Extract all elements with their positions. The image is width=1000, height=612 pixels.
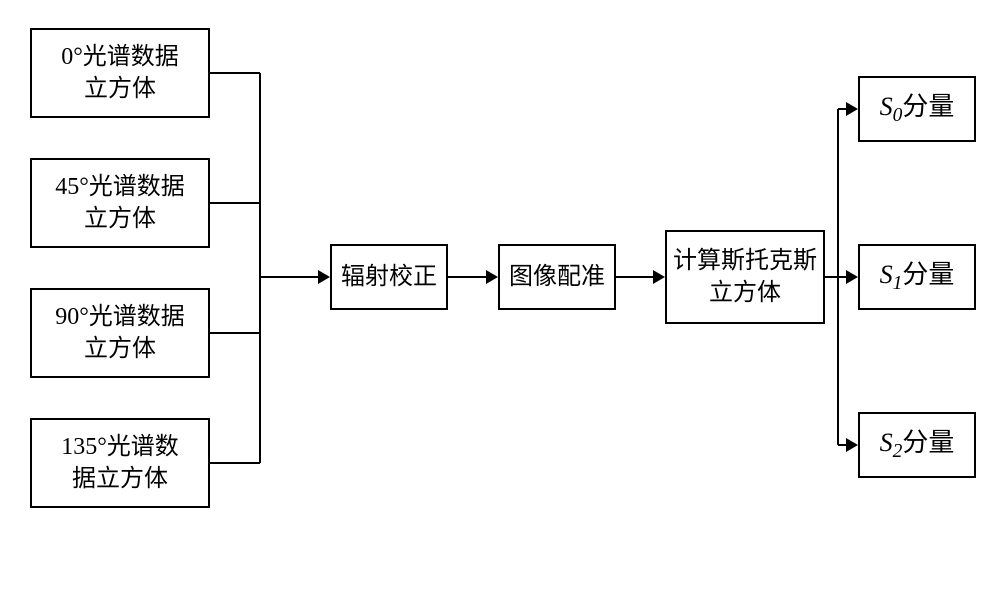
- node-s2-label: S2分量: [880, 425, 955, 466]
- node-s0-label: S0分量: [880, 89, 955, 130]
- node-input-0deg-line2: 立方体: [61, 73, 179, 105]
- node-input-135deg-line2: 据立方体: [61, 463, 179, 495]
- node-compute-stokes-cube: 计算斯托克斯 立方体: [665, 230, 825, 324]
- node-input-135deg: 135°光谱数 据立方体: [30, 418, 210, 508]
- node-input-90deg-line2: 立方体: [55, 333, 185, 365]
- node-compute-stokes-line1: 计算斯托克斯: [673, 245, 817, 277]
- node-s0-component: S0分量: [858, 76, 976, 142]
- node-image-registration-label: 图像配准: [509, 261, 605, 293]
- node-s2-component: S2分量: [858, 412, 976, 478]
- node-input-135deg-line1: 135°光谱数: [61, 431, 179, 463]
- node-s1-label: S1分量: [880, 257, 955, 298]
- node-input-90deg-line1: 90°光谱数据: [55, 301, 185, 333]
- node-compute-stokes-line2: 立方体: [673, 277, 817, 309]
- node-input-45deg-line2: 立方体: [55, 203, 185, 235]
- node-radiometric-correction: 辐射校正: [330, 244, 448, 310]
- node-input-0deg-line1: 0°光谱数据: [61, 41, 179, 73]
- node-s1-component: S1分量: [858, 244, 976, 310]
- node-image-registration: 图像配准: [498, 244, 616, 310]
- node-input-45deg-line1: 45°光谱数据: [55, 171, 185, 203]
- node-input-0deg: 0°光谱数据 立方体: [30, 28, 210, 118]
- node-input-45deg: 45°光谱数据 立方体: [30, 158, 210, 248]
- node-radiometric-correction-label: 辐射校正: [341, 261, 437, 293]
- node-input-90deg: 90°光谱数据 立方体: [30, 288, 210, 378]
